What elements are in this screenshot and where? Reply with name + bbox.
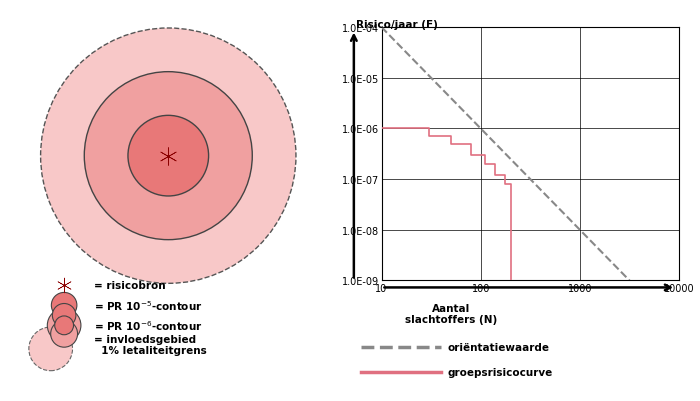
Circle shape	[52, 304, 76, 327]
Circle shape	[50, 320, 78, 347]
Text: Aantal
slachtoffers (N): Aantal slachtoffers (N)	[405, 303, 498, 324]
Text: groepsrisicocurve: groepsrisicocurve	[448, 367, 553, 377]
Circle shape	[55, 316, 74, 335]
Text: = PR 10$^{-5}$-contour: = PR 10$^{-5}$-contour	[94, 298, 203, 312]
Text: = invloedsgebied
  1% letaliteitgrens: = invloedsgebied 1% letaliteitgrens	[94, 334, 207, 355]
Text: = risicobron: = risicobron	[94, 280, 166, 290]
Circle shape	[84, 73, 252, 240]
Text: Risico/jaar (F): Risico/jaar (F)	[356, 20, 438, 30]
Circle shape	[128, 116, 209, 196]
Text: oriëntatiewaarde: oriëntatiewaarde	[448, 342, 550, 352]
Circle shape	[41, 29, 296, 284]
Text: = PR 10$^{-6}$-contour: = PR 10$^{-6}$-contour	[94, 319, 203, 332]
Circle shape	[48, 309, 81, 342]
Circle shape	[29, 327, 73, 371]
Circle shape	[51, 293, 77, 318]
